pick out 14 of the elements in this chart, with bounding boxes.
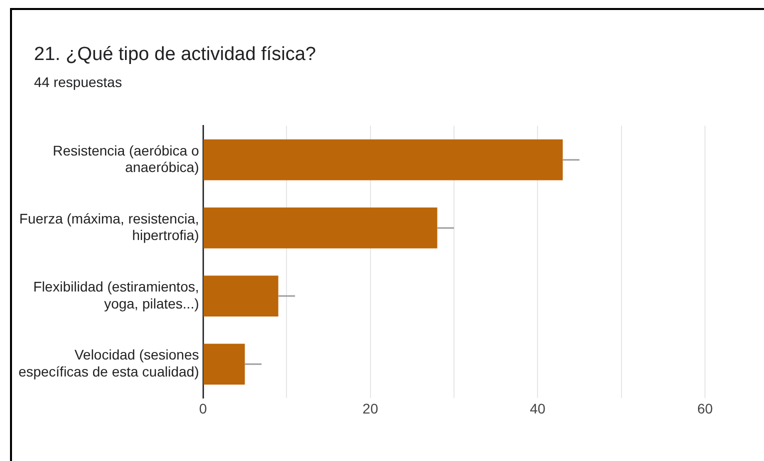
x-tick-label: 20 [362,400,378,416]
x-tick-label: 60 [697,400,713,416]
y-tick-label: Flexibilidad (estiramientos, yoga, pilates...) [33,278,199,312]
text: 44 respuestas [34,74,122,90]
chart-title: 21. ¿Qué tipo de actividad física? [34,44,316,66]
x-tick-label: 0 [199,400,208,416]
y-tick-label: Fuerza (máxima, resistencia, hipertrofia) [19,210,199,244]
bar [204,344,245,385]
bar [204,276,278,316]
y-tick-label: Resistencia (aeróbica o anaeróbica) [52,142,200,176]
y-tick-label: Velocidad (sesiones específicas de esta cualidad) [18,346,199,380]
bar [204,139,563,180]
bar [204,208,438,248]
x-tick-label: 40 [530,400,546,416]
